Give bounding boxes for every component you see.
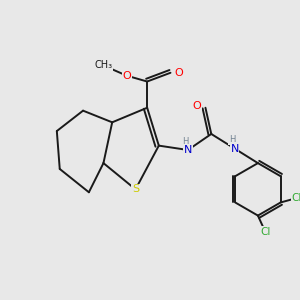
Text: N: N: [184, 145, 192, 155]
Text: S: S: [132, 184, 139, 194]
Text: Cl: Cl: [292, 193, 300, 203]
Text: H: H: [182, 137, 189, 146]
Text: O: O: [174, 68, 183, 78]
Text: Cl: Cl: [260, 226, 270, 237]
Text: H: H: [229, 135, 236, 144]
Text: O: O: [122, 71, 131, 81]
Text: N: N: [230, 143, 239, 154]
Text: CH₃: CH₃: [94, 61, 112, 70]
Text: O: O: [192, 101, 201, 111]
